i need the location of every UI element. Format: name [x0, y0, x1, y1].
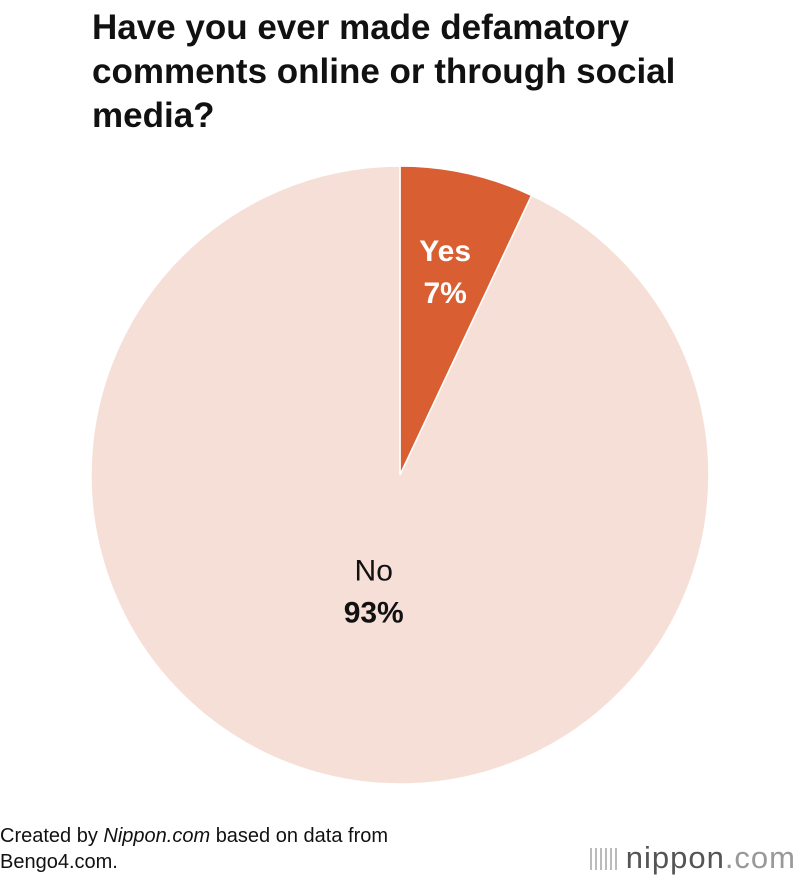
- logo-suffix: .com: [724, 840, 796, 875]
- logo-icon: [589, 848, 620, 870]
- slice-label: No: [355, 555, 393, 588]
- source-suffix: based on data from Bengo4.com.: [0, 825, 389, 873]
- pie-slice: [90, 165, 710, 785]
- chart: Yes 7% No 93%: [90, 165, 710, 785]
- source-emphasis: Nippon.com: [103, 825, 211, 847]
- source-prefix: Created by: [0, 825, 98, 847]
- value-label: 7%: [423, 277, 466, 310]
- source-note: Created by Nippon.com based on data from…: [0, 823, 470, 875]
- slice-label: Yes: [419, 235, 471, 268]
- pie-slice: [399, 165, 533, 476]
- logo-name: nippon: [625, 840, 725, 875]
- chart-title: Have you ever made defamatory comments o…: [92, 8, 676, 135]
- logo: nippon.com: [589, 840, 796, 876]
- value-label: 93%: [344, 597, 404, 630]
